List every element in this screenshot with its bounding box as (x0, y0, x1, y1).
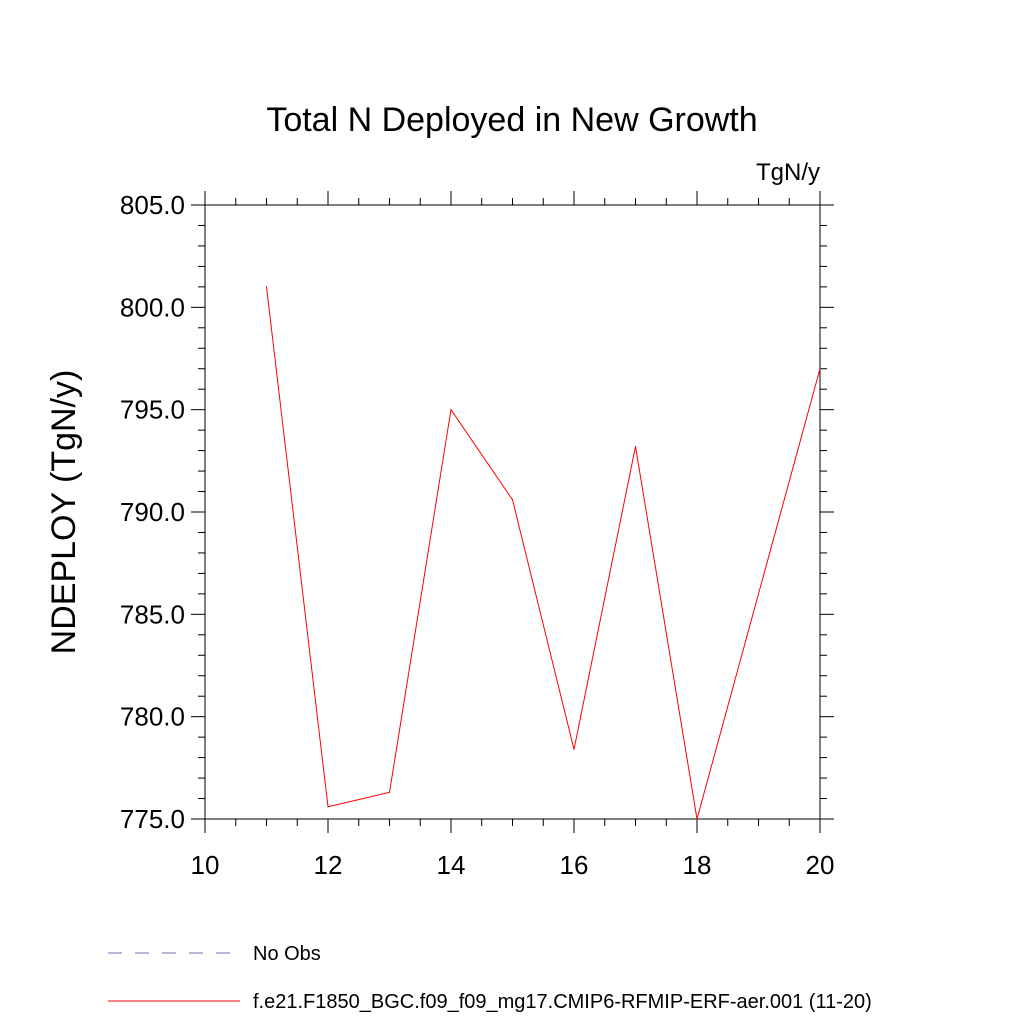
x-tick-label: 14 (437, 850, 466, 880)
data-point (696, 818, 698, 820)
data-point (388, 791, 391, 793)
y-tick-label: 805.0 (120, 190, 185, 220)
data-point (573, 748, 575, 751)
y-tick-label: 795.0 (120, 395, 185, 425)
data-point (327, 806, 329, 808)
y-axis-label: NDEPLOY (TgN/y) (45, 370, 83, 655)
data-point (265, 286, 268, 288)
y-tick-label: 800.0 (120, 292, 185, 322)
data-point (511, 499, 514, 501)
series-line (266, 286, 821, 820)
x-tick-label: 12 (314, 850, 343, 880)
units-label: TgN/y (756, 159, 820, 186)
y-tick-label: 785.0 (120, 599, 185, 629)
chart-title: Total N Deployed in New Growth (266, 101, 757, 139)
series-group (265, 286, 821, 820)
axis-ticks (191, 191, 834, 833)
data-point (634, 445, 637, 448)
plot-frame (204, 204, 821, 820)
x-tick-label: 18 (683, 850, 712, 880)
y-tick-label: 790.0 (120, 497, 185, 527)
legend-label: No Obs (253, 943, 321, 965)
axis-tick-labels: 10 12 14 16 18 20 775.0 780.0 785.0 790.0 795.0 800… (120, 190, 835, 880)
legend-label: f.e21.F1850_BGC.f09_f09_mg17.CMIP6-RFMIP… (253, 991, 872, 1013)
legend: No Obs f.e21.F1850_BGC.f09_f09_mg17.CMIP6… (108, 943, 872, 1013)
y-tick-label: 780.0 (120, 702, 185, 732)
y-tick-label: 775.0 (120, 804, 185, 834)
data-point (819, 368, 821, 370)
x-tick-label: 10 (191, 850, 220, 880)
data-point (450, 409, 452, 411)
x-tick-label: 20 (806, 850, 835, 880)
x-tick-label: 16 (560, 850, 589, 880)
